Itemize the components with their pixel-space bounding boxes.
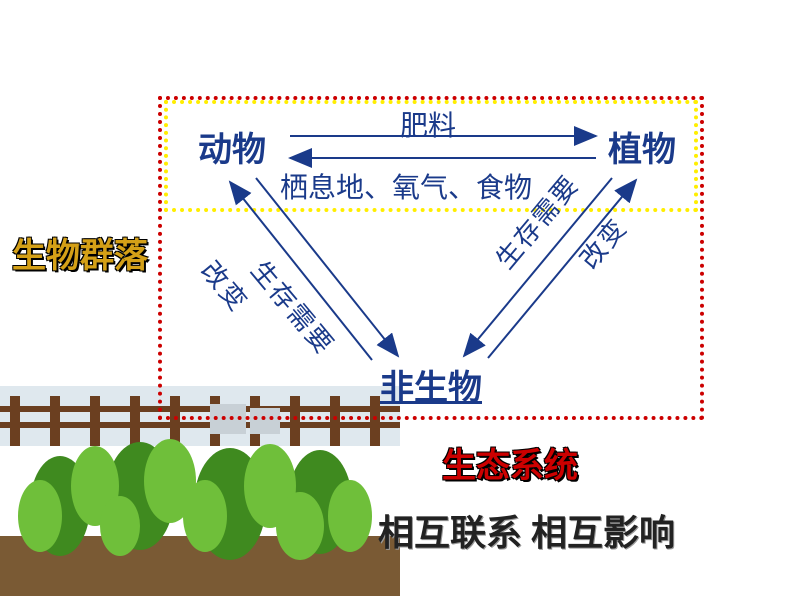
- edge-left-in: 生存需要: [244, 252, 344, 362]
- label-bottom: 相互联系 相互影响: [378, 504, 675, 556]
- node-abiotic: 非生物: [380, 360, 482, 409]
- edge-top-upper: 肥料: [400, 104, 456, 144]
- edge-right-out: 改变: [570, 209, 634, 276]
- label-community: 生物群落: [12, 228, 148, 277]
- label-ecosystem: 生态系统: [442, 438, 578, 487]
- edge-top-lower: 栖息地、氧气、食物: [280, 166, 532, 206]
- node-plant: 植物: [608, 122, 676, 171]
- edge-left-out: 改变: [194, 252, 258, 319]
- photo-svg: [0, 386, 400, 596]
- photo-plants: [0, 386, 400, 596]
- node-animal: 动物: [198, 122, 266, 171]
